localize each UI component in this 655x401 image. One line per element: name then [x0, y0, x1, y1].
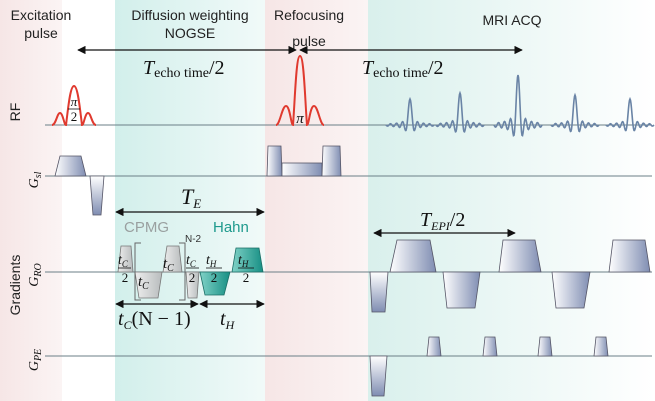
interval-tc: tC	[138, 274, 149, 292]
svg-text:tH: tH	[206, 253, 217, 269]
th-label: tH	[220, 308, 236, 332]
acquisition-echoes	[385, 74, 655, 137]
svg-text:tH: tH	[238, 253, 249, 269]
gsl-slice-select	[54, 155, 87, 177]
header-acq: MRI ACQ	[482, 12, 541, 28]
hahn-lobe-2	[231, 247, 264, 273]
acq-echo-2	[435, 90, 485, 133]
acq-echo-1	[385, 96, 435, 132]
gro-readout-1	[389, 239, 437, 273]
gro-readout-2	[442, 271, 481, 309]
gro-readout-3	[498, 239, 542, 273]
svg-text:2: 2	[189, 270, 196, 285]
gro-readout-5	[608, 239, 651, 273]
gpe-blip-3	[537, 336, 553, 357]
header-refocusing-line1: Refocusing	[274, 7, 344, 23]
header-diffusion-line1: Diffusion weighting	[131, 7, 248, 23]
tc-n1-label: tC(N − 1)	[118, 308, 191, 332]
interval-tc-half-1: tC 2	[118, 253, 131, 285]
cpmg-lobe-2	[134, 271, 163, 299]
svg-text:2: 2	[243, 270, 250, 285]
acq-echo-4	[550, 92, 600, 133]
cpmg-lobe-1	[117, 245, 134, 273]
gro-readout-4	[551, 271, 591, 309]
gsl-crusher-left	[266, 145, 283, 177]
row-label-rf: RF	[7, 103, 23, 122]
excitation-band	[0, 0, 62, 401]
gsl-rephase	[89, 175, 105, 216]
row-label-gradients: Gradients	[7, 255, 23, 316]
interval-th-half-1: tH 2	[206, 253, 222, 285]
acq-echo-5	[605, 96, 655, 132]
rf-excitation-pulse	[51, 84, 97, 127]
gsl-crusher-right	[321, 145, 342, 177]
acquisition-band	[368, 0, 655, 401]
svg-text:2: 2	[211, 270, 218, 285]
svg-text:2: 2	[122, 270, 129, 285]
pi-label: π	[296, 111, 304, 127]
header-diffusion-line2: NOGSE	[165, 25, 216, 41]
gpe-blip-1	[426, 336, 442, 357]
diffusion-band	[115, 0, 265, 401]
row-label-gro: GRO	[27, 263, 44, 286]
svg-text:tC: tC	[163, 256, 174, 274]
hahn-lobe-1	[199, 271, 231, 296]
pi-over-2-den: 2	[71, 109, 78, 124]
svg-text:tC: tC	[138, 274, 149, 292]
te-label: TE	[181, 184, 201, 211]
gro-prephase	[369, 271, 389, 313]
gsl-refocus-select	[281, 162, 323, 177]
header-excitation-line1: Excitation	[11, 7, 72, 23]
header-excitation-line2: pulse	[24, 25, 58, 41]
gpe-prephase	[369, 355, 388, 397]
refocusing-band	[265, 0, 368, 401]
acq-echo-3	[493, 74, 543, 137]
interval-tc-half-3: tC 2	[186, 253, 199, 285]
row-label-gpe: GPE	[27, 349, 44, 371]
header-refocusing-line2: pulse	[292, 33, 326, 49]
svg-text:tC: tC	[118, 253, 129, 269]
hahn-label: Hahn	[213, 219, 249, 236]
cpmg-lobe-4	[185, 271, 200, 299]
gpe-blip-4	[593, 336, 609, 357]
cpmg-label: CPMG	[124, 219, 169, 236]
svg-text:tC: tC	[186, 253, 197, 269]
tepi-label: TEPI/2	[420, 209, 465, 233]
cpmg-lobe-3	[162, 245, 183, 273]
pi-over-2-num: π	[71, 94, 78, 109]
interval-tc-half-2: tC	[163, 256, 174, 274]
techo-label-2: Techo time/2	[362, 57, 444, 81]
n-minus-2-label: N-2	[185, 234, 202, 245]
interval-th-half-2: tH 2	[238, 253, 254, 285]
techo-label-1: Techo time/2	[143, 57, 225, 81]
row-label-gsl: Gsl	[27, 171, 44, 188]
rf-refocusing-pulse	[275, 54, 325, 127]
gpe-blip-2	[482, 336, 498, 357]
